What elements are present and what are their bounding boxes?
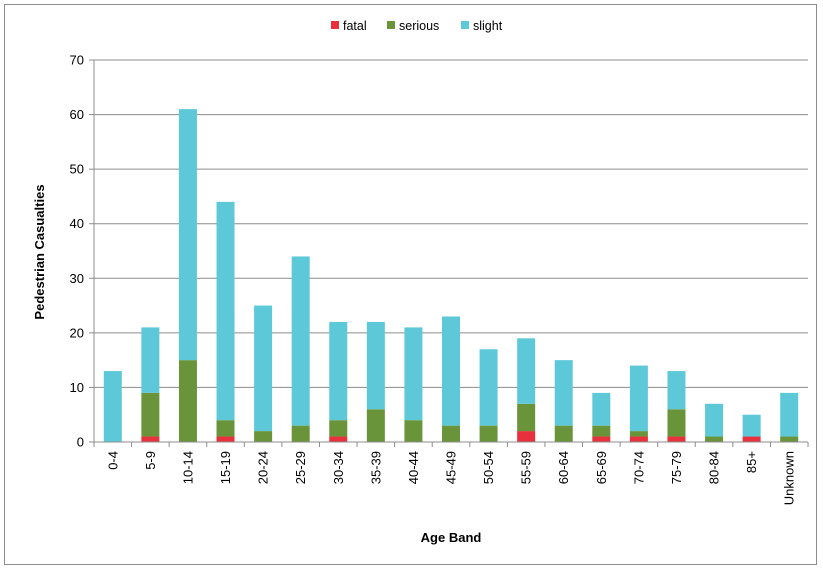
bar-segment-serious bbox=[554, 425, 573, 442]
bar-segment-serious bbox=[667, 409, 686, 437]
bar-segment-slight bbox=[780, 392, 799, 437]
bar-segment-slight bbox=[742, 414, 761, 437]
axes bbox=[93, 60, 809, 447]
bar-segment-slight bbox=[291, 256, 310, 426]
bar-segment-serious bbox=[216, 420, 235, 437]
y-axis-title: Pedestrian Casualties bbox=[32, 184, 47, 319]
y-tick-labels: 0 10 20 30 40 50 60 70 bbox=[70, 53, 84, 450]
bar-segment-serious bbox=[141, 392, 160, 437]
y-tick-label: 60 bbox=[70, 107, 84, 122]
x-tick-label: 80-84 bbox=[707, 451, 722, 484]
y-tick-label: 10 bbox=[70, 380, 84, 395]
bar-segment-slight bbox=[329, 321, 348, 421]
x-axis-title: Age Band bbox=[421, 530, 482, 545]
y-tick-label: 50 bbox=[70, 162, 84, 177]
x-tick-label: Unknown bbox=[782, 451, 797, 505]
bar-segment-slight bbox=[592, 392, 611, 426]
bar-segment-fatal bbox=[592, 436, 611, 442]
y-tick-label: 40 bbox=[70, 216, 84, 231]
bar-segment-fatal bbox=[742, 436, 761, 442]
bar-segment-slight bbox=[178, 109, 197, 361]
x-tick-label: 15-19 bbox=[218, 451, 233, 484]
legend-swatch-slight bbox=[461, 21, 469, 29]
bar-segment-serious bbox=[479, 425, 498, 442]
bar-segment-fatal bbox=[141, 436, 160, 442]
x-tick-label: 40-44 bbox=[406, 451, 421, 484]
x-tick-label: 10-14 bbox=[180, 451, 195, 484]
legend-label-serious: serious bbox=[399, 19, 439, 33]
x-tick-label: 25-29 bbox=[293, 451, 308, 484]
y-tick-label: 0 bbox=[77, 435, 84, 450]
bar-segment-slight bbox=[667, 371, 686, 410]
x-tick-label: 20-24 bbox=[256, 451, 271, 484]
bar-segment-slight bbox=[366, 321, 385, 410]
bar-segment-slight bbox=[404, 327, 423, 421]
bar-segment-serious bbox=[404, 420, 423, 442]
bar-segment-serious bbox=[592, 425, 611, 437]
x-tick-label: 60-64 bbox=[556, 451, 571, 484]
bar-segment-fatal bbox=[517, 431, 536, 442]
bar-segment-slight bbox=[517, 338, 536, 404]
bar-segment-slight bbox=[141, 327, 160, 393]
bar-segment-serious bbox=[442, 425, 460, 442]
bar-segment-slight bbox=[705, 403, 724, 437]
x-tick-label: 85+ bbox=[744, 451, 759, 473]
x-tick-label: 55-59 bbox=[519, 451, 534, 484]
grid-lines bbox=[89, 59, 808, 443]
bar-segment-serious bbox=[366, 409, 385, 442]
bars bbox=[103, 109, 799, 442]
bar-segment-fatal bbox=[629, 436, 648, 442]
bar-segment-fatal bbox=[216, 436, 235, 442]
bar-segment-serious bbox=[705, 436, 724, 442]
bar-segment-slight bbox=[254, 305, 273, 432]
chart-frame bbox=[4, 4, 817, 565]
bar-segment-slight bbox=[479, 349, 498, 426]
bar-segment-slight bbox=[216, 201, 235, 421]
bar-segment-slight bbox=[103, 371, 122, 442]
bar-segment-slight bbox=[554, 360, 573, 426]
bar-segment-serious bbox=[629, 431, 648, 437]
legend-swatch-fatal bbox=[331, 21, 339, 29]
x-tick-label: 30-34 bbox=[331, 451, 346, 484]
bar-segment-slight bbox=[442, 316, 460, 426]
bar-segment-serious bbox=[780, 436, 799, 442]
x-tick-label: 45-49 bbox=[444, 451, 459, 484]
legend-label-fatal: fatal bbox=[343, 19, 367, 33]
x-tick-label: 0-4 bbox=[105, 451, 120, 470]
bar-segment-serious bbox=[254, 431, 273, 442]
x-tick-labels: 0-4 5-9 10-14 15-19 20-24 25-29 30-34 35-39 40-4… bbox=[105, 451, 796, 505]
y-tick-label: 30 bbox=[70, 271, 84, 286]
x-tick-label: 70-74 bbox=[631, 451, 646, 484]
x-tick-label: 75-79 bbox=[669, 451, 684, 484]
legend: fatal serious slight bbox=[331, 19, 503, 33]
bar-segment-slight bbox=[629, 365, 648, 432]
bar-segment-fatal bbox=[329, 436, 348, 442]
legend-label-slight: slight bbox=[473, 19, 503, 33]
x-tick-label: 5-9 bbox=[143, 451, 158, 470]
bar-segment-fatal bbox=[667, 436, 686, 442]
x-tick-label: 50-54 bbox=[481, 451, 496, 484]
y-tick-label: 20 bbox=[70, 325, 84, 340]
bar-segment-serious bbox=[178, 360, 197, 442]
legend-swatch-serious bbox=[387, 21, 395, 29]
bar-segment-serious bbox=[291, 425, 310, 442]
y-tick-label: 70 bbox=[70, 53, 84, 68]
x-tick-label: 35-39 bbox=[368, 451, 383, 484]
x-tick-label: 65-69 bbox=[594, 451, 609, 484]
bar-segment-serious bbox=[517, 403, 536, 432]
bar-segment-serious bbox=[329, 420, 348, 437]
